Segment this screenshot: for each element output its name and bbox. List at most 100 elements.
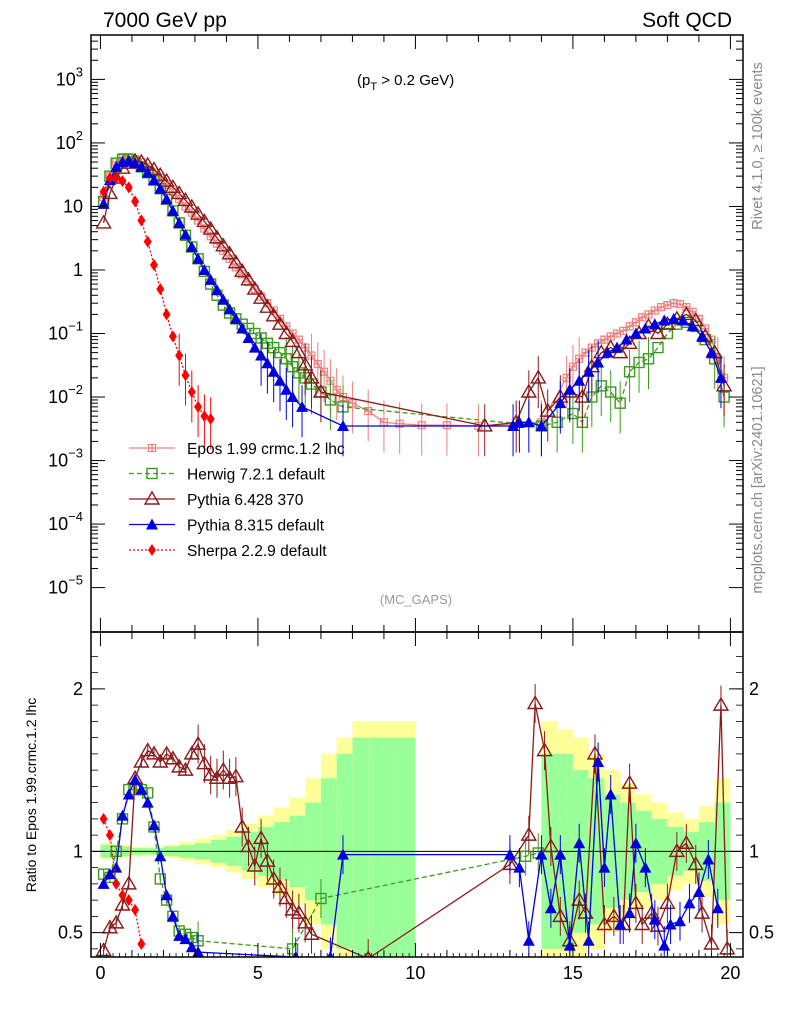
data-point — [348, 399, 357, 408]
y-tick-base: 10 — [48, 514, 68, 534]
data-point — [206, 413, 215, 426]
ratio-point — [336, 848, 349, 860]
ratio-point — [259, 852, 276, 867]
data-point-cross — [631, 318, 640, 327]
ratio-point — [284, 901, 301, 916]
data-point — [129, 157, 142, 169]
data-point-cross — [348, 399, 357, 408]
ratio-point — [623, 907, 636, 919]
data-point-cross — [442, 421, 451, 430]
ratio-point — [202, 766, 219, 781]
legend-entry-herwig: Herwig 7.2.1 default — [129, 467, 326, 484]
data-point — [623, 366, 636, 378]
y-tick-base: 10 — [48, 578, 68, 598]
data-point — [154, 182, 167, 194]
data-point — [124, 181, 133, 194]
ratio-point — [196, 755, 213, 770]
data-point — [175, 349, 184, 362]
ratio-y-tick-label: 1 — [73, 841, 83, 861]
legend-label: Sherpa 2.2.9 default — [187, 543, 327, 560]
ratio-series-pythia8 — [97, 742, 724, 957]
series-pythia8 — [97, 154, 727, 457]
band-inner-bin — [399, 737, 416, 957]
data-point — [336, 419, 349, 431]
data-point — [112, 172, 121, 185]
y-tick-exp: −5 — [68, 573, 83, 588]
ratio-point — [166, 910, 179, 922]
data-point — [614, 397, 626, 409]
data-point — [551, 416, 563, 429]
cut-label-open: (p — [357, 72, 370, 89]
y-tick-base: 10 — [48, 451, 68, 471]
legend-marker — [146, 467, 158, 480]
y-tick-label: 10−5 — [48, 573, 83, 598]
ratio-point — [233, 818, 251, 833]
data-point — [200, 410, 209, 423]
ratio-point — [658, 939, 671, 951]
ratio-point — [703, 935, 720, 950]
ratio-point — [570, 891, 588, 906]
data-point — [168, 330, 177, 343]
y-tick-exp: −3 — [68, 446, 83, 461]
ratio-series-sherpa — [99, 812, 146, 950]
data-point — [198, 263, 211, 275]
data-point — [223, 303, 236, 315]
ratio-y-tick-label-right: 1 — [749, 841, 759, 861]
ratio-point — [639, 861, 652, 873]
data-point — [110, 160, 123, 172]
legend-marker — [146, 518, 158, 530]
ratio-point — [573, 837, 586, 849]
ratio-point — [678, 834, 695, 849]
ratio-point — [296, 914, 314, 929]
ratio-point — [327, 951, 334, 957]
legend-marker — [143, 490, 161, 505]
ratio-point — [183, 745, 201, 760]
data-point — [278, 325, 295, 340]
data-point — [236, 322, 249, 334]
data-point — [286, 391, 299, 403]
data-point — [166, 204, 179, 216]
data-point — [189, 205, 207, 220]
data-point — [181, 369, 190, 382]
ratio-point — [664, 918, 677, 930]
data-point — [379, 418, 389, 427]
data-point — [221, 245, 238, 260]
ratio-point — [683, 897, 696, 909]
ratio-point — [246, 857, 264, 872]
data-point — [183, 198, 201, 213]
data-point — [179, 228, 192, 240]
ratio-point — [629, 837, 642, 849]
data-point — [122, 154, 135, 166]
data-point — [364, 407, 373, 416]
data-point — [507, 419, 520, 431]
legend-entry-epos: Epos 1.99 crmc.1.2 lhc — [129, 441, 345, 458]
y-tick-label: 10−4 — [48, 509, 83, 534]
data-point — [639, 322, 652, 334]
data-point — [185, 240, 198, 252]
data-point — [696, 330, 709, 342]
data-point-cross — [619, 326, 628, 335]
y-tick-base: 10 — [56, 133, 76, 153]
ratio-point — [177, 761, 194, 776]
data-point — [539, 402, 556, 417]
data-point — [196, 213, 213, 228]
data-point — [246, 280, 264, 295]
ratio-series-pythia6 — [95, 684, 736, 957]
legend-marker-cross — [148, 444, 156, 452]
ratio-point — [712, 696, 730, 711]
data-point — [271, 315, 289, 330]
ratio-point — [122, 788, 135, 800]
data-point — [313, 359, 322, 369]
ratio-plot: 0 5 10 15 20 0.5 0.5 1 1 2 2 Ratio to Epos 1.99.cr… — [23, 631, 774, 983]
ratio-point — [152, 753, 169, 768]
data-point — [158, 172, 175, 187]
ratio-ylabel: Ratio to Epos 1.99.crmc.1.2 lhc — [23, 698, 39, 893]
data-point — [649, 325, 667, 340]
data-point — [152, 166, 169, 181]
data-point — [442, 421, 452, 430]
data-point — [686, 320, 699, 332]
ratio-point — [513, 861, 526, 873]
x-tick-label: 10 — [405, 963, 425, 983]
data-point — [522, 416, 535, 428]
